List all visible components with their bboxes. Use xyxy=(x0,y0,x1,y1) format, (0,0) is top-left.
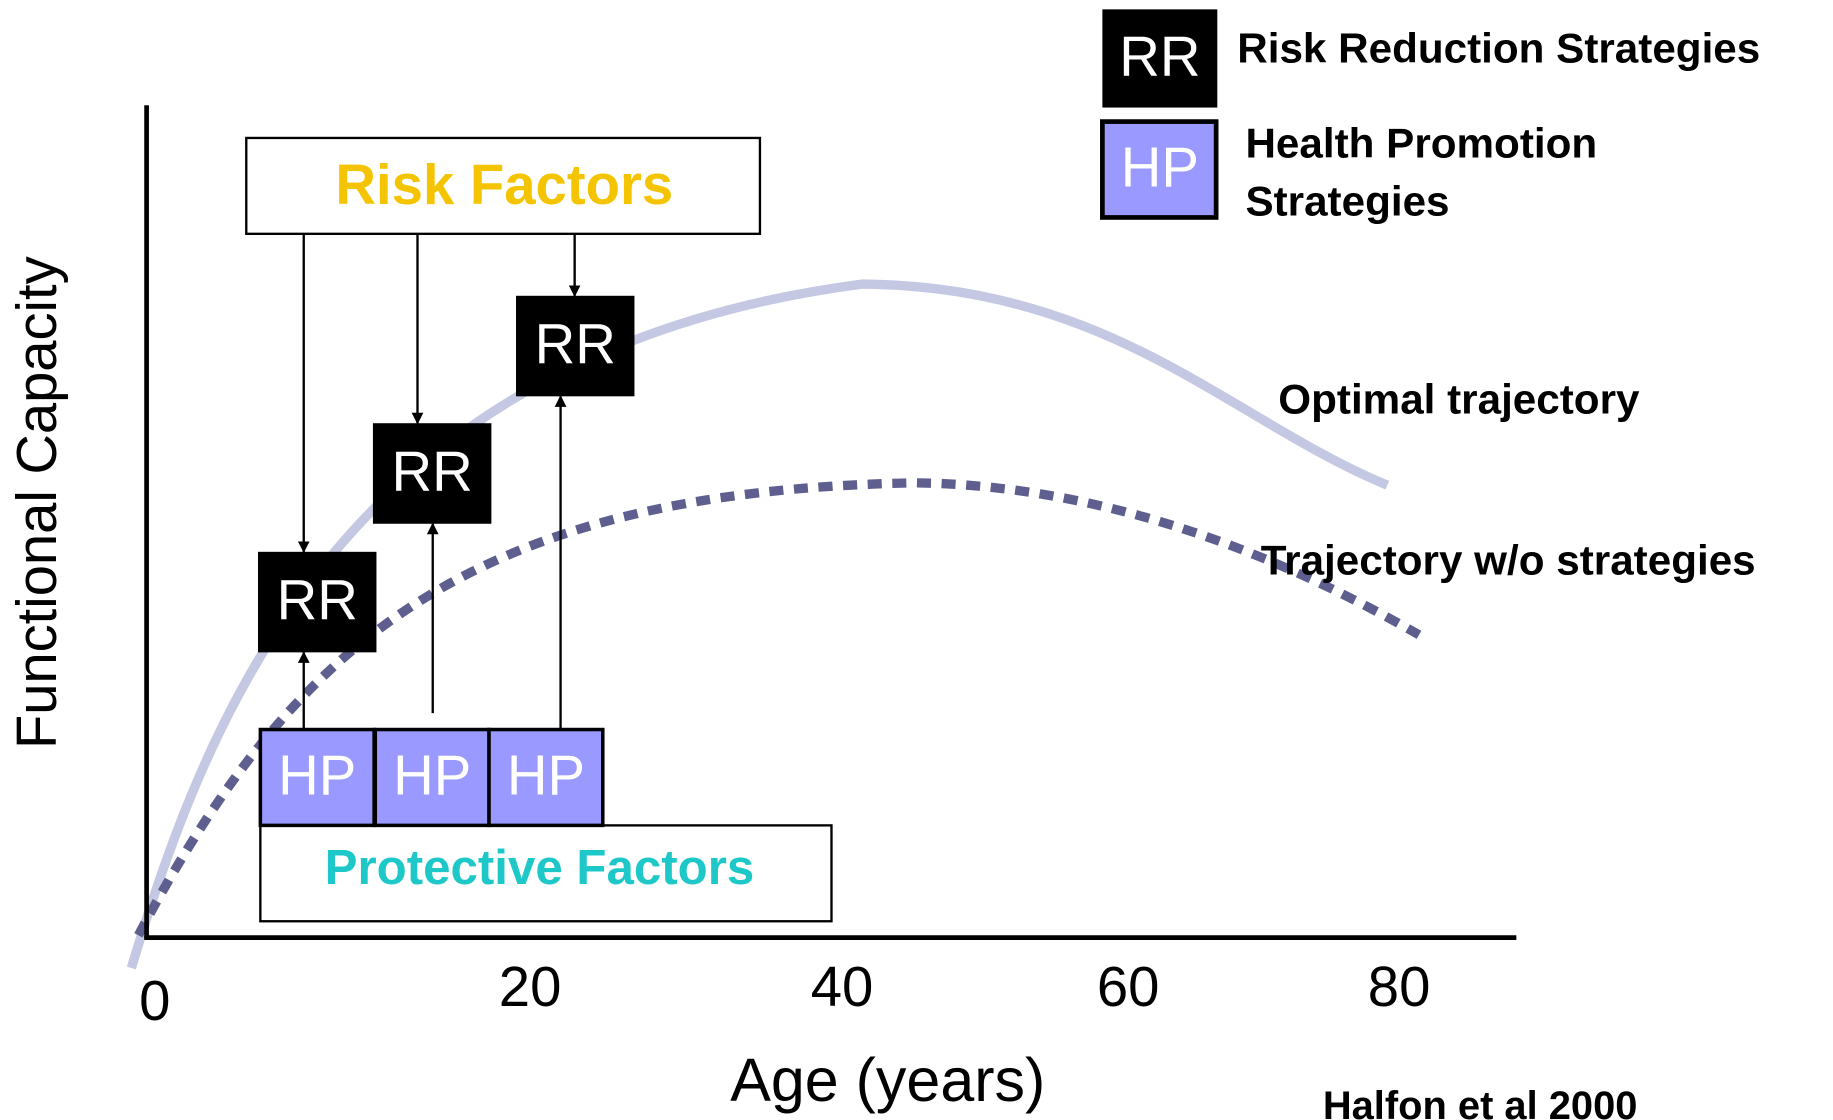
risk-factors: Risk Factors xyxy=(335,153,673,216)
optimal-curve xyxy=(126,279,1390,970)
hp-box xyxy=(258,727,376,828)
rr-label: RR xyxy=(277,568,358,631)
x-tick-label: 0 xyxy=(139,969,170,1032)
hp-box xyxy=(487,727,605,828)
x-tick-label: 80 xyxy=(1368,955,1431,1018)
x-tick-label: 40 xyxy=(811,955,874,1018)
curve-label: Trajectory w/o strategies xyxy=(1261,537,1756,584)
legend-hp-box xyxy=(1100,119,1219,220)
rr-box xyxy=(516,295,635,397)
curve-label: Optimal trajectory xyxy=(1278,375,1640,422)
legend-rr-box xyxy=(1102,9,1218,108)
rr-label: RR xyxy=(535,312,616,375)
legend-rr: RR xyxy=(1119,25,1200,88)
x-tick-label: 60 xyxy=(1097,955,1160,1018)
citation: Halfon et al 2000 xyxy=(1323,1084,1638,1120)
hp-label: HP xyxy=(278,744,356,807)
legend-rr-label: Risk Reduction Strategies xyxy=(1237,25,1760,72)
rr-box xyxy=(372,423,492,524)
x-label: Age (years) xyxy=(730,1046,1045,1114)
rr-box xyxy=(258,551,377,653)
x-tick-label: 20 xyxy=(499,955,562,1018)
arrows xyxy=(297,233,581,729)
legend-hp-label: Strategies xyxy=(1245,178,1449,225)
risk-factors-box xyxy=(245,136,762,235)
rr-label: RR xyxy=(392,440,473,503)
y-label: Functional Capacity xyxy=(5,256,68,749)
hp-box xyxy=(373,727,491,828)
legend-hp: HP xyxy=(1121,136,1199,199)
no-strategy-curve xyxy=(134,478,1422,938)
protective-factors: Protective Factors xyxy=(325,840,755,895)
legend-hp-label: Health Promotion xyxy=(1245,119,1597,166)
hp-label: HP xyxy=(393,744,471,807)
hp-label: HP xyxy=(507,744,585,807)
protective-factors-box xyxy=(259,824,833,923)
